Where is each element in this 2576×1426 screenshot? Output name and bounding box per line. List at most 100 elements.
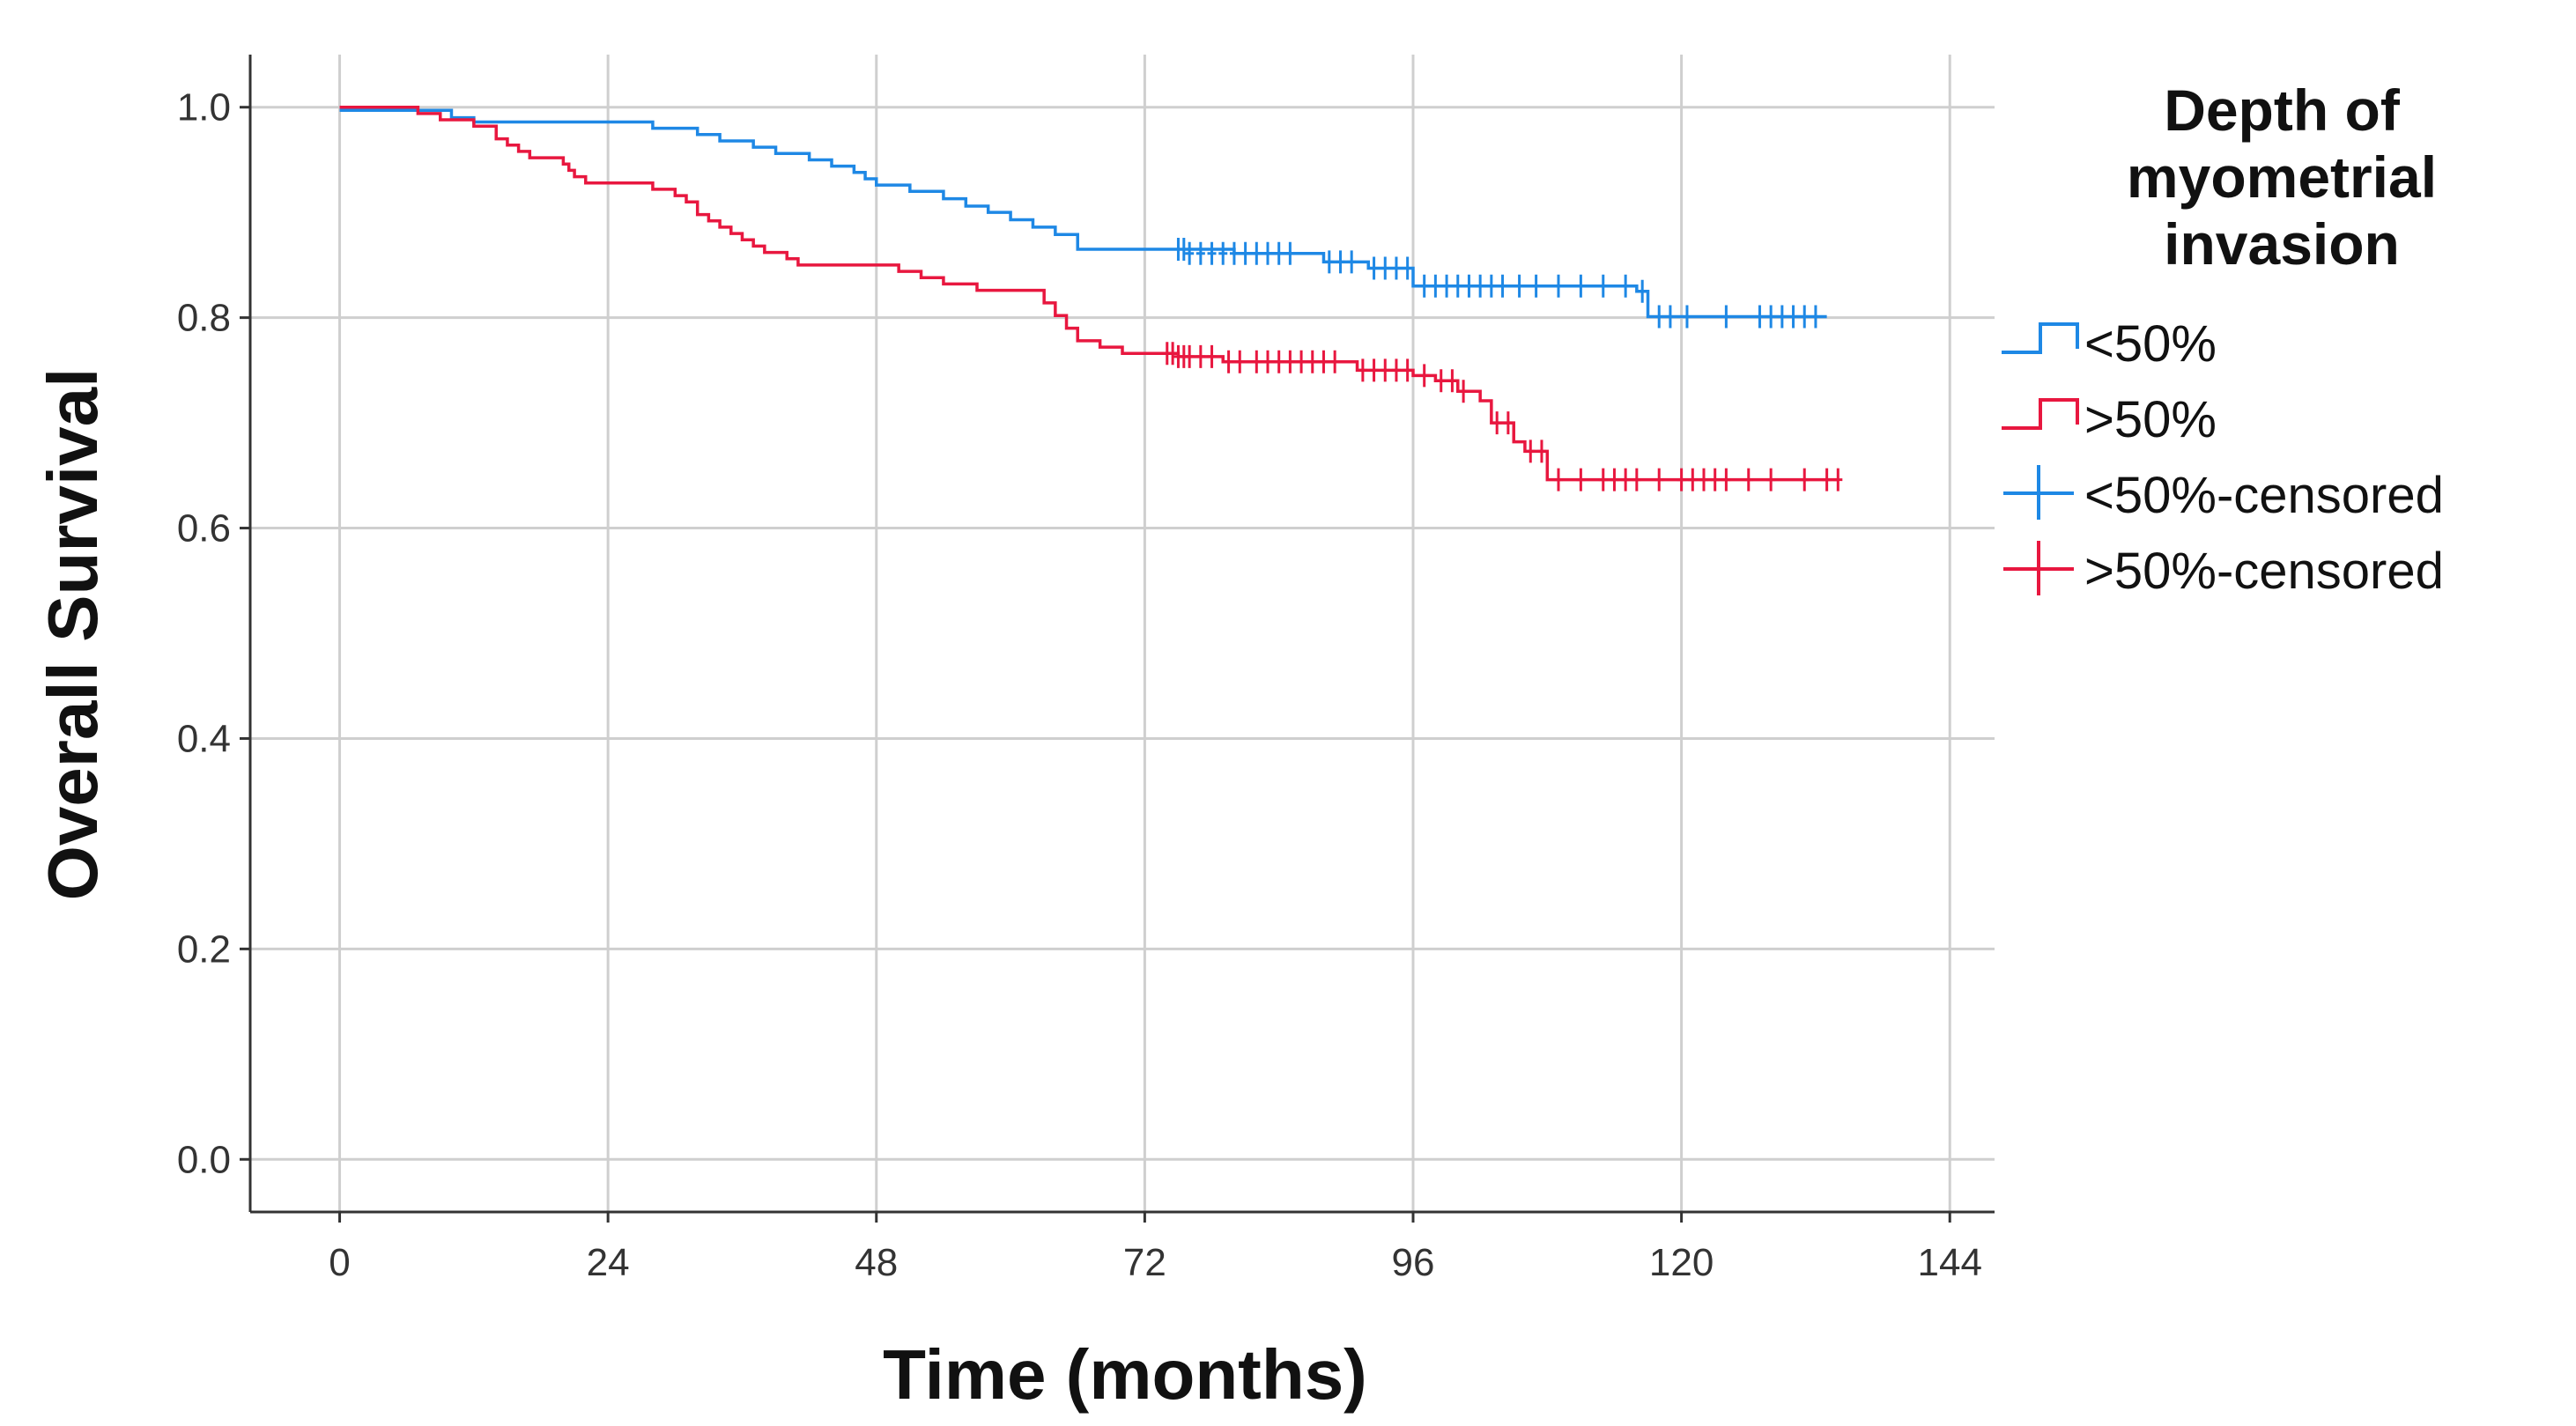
- censor-mark-s1-16: [1330, 350, 1340, 373]
- censor-mark-s1-5: [1195, 344, 1205, 368]
- censor-mark-s1-23: [1436, 369, 1446, 393]
- censor-mark-s1-18: [1369, 358, 1379, 382]
- censor-mark-s0-37: [1721, 305, 1731, 329]
- censor-mark-s0-23: [1464, 274, 1474, 298]
- censor-mark-s1-19: [1381, 358, 1390, 382]
- censor-mark-s1-40: [1710, 468, 1720, 491]
- censor-mark-s0-11: [1285, 241, 1295, 265]
- censor-mark-s0-25: [1486, 274, 1496, 298]
- censor-mark-s1-43: [1766, 468, 1776, 491]
- censor-mark-s0-6: [1229, 241, 1239, 265]
- censor-mark-s1-13: [1297, 350, 1307, 373]
- legend-swatch-2: [2003, 465, 2074, 520]
- censor-mark-s0-19: [1419, 274, 1429, 298]
- censor-mark-s1-12: [1285, 350, 1295, 373]
- censor-mark-s1-37: [1677, 468, 1686, 491]
- censor-mark-s1-42: [1743, 468, 1753, 491]
- legend-title-line-1: Depth of: [2164, 78, 2401, 143]
- censor-mark-s1-32: [1598, 468, 1608, 491]
- censor-mark-s0-42: [1800, 305, 1810, 329]
- censor-mark-s1-44: [1800, 468, 1810, 491]
- censor-mark-s1-27: [1503, 411, 1513, 435]
- censor-mark-s0-34: [1654, 305, 1664, 329]
- censor-mark-s0-1: [1179, 237, 1188, 261]
- censor-mark-s0-4: [1207, 241, 1217, 265]
- censor-mark-s0-29: [1554, 274, 1563, 298]
- censor-mark-s0-16: [1381, 256, 1390, 280]
- censor-mark-s0-10: [1274, 241, 1284, 265]
- censor-mark-s0-22: [1453, 274, 1462, 298]
- axes: [240, 55, 1995, 1223]
- censor-mark-s0-18: [1403, 256, 1412, 280]
- censor-mark-s0-3: [1195, 241, 1205, 265]
- censor-mark-s0-32: [1621, 274, 1631, 298]
- y-tick-label-1: 0.2: [177, 927, 231, 971]
- censor-mark-s1-14: [1307, 350, 1317, 373]
- censor-mark-s0-7: [1240, 241, 1250, 265]
- censor-mark-s1-24: [1447, 369, 1457, 393]
- censor-mark-s1-36: [1654, 468, 1664, 491]
- censor-mark-s1-8: [1235, 350, 1245, 373]
- censor-mark-s1-35: [1632, 468, 1641, 491]
- x-tick-label-1: 24: [587, 1241, 630, 1284]
- censor-mark-s1-30: [1554, 468, 1563, 491]
- censor-mark-s0-26: [1498, 274, 1507, 298]
- censor-mark-s0-33: [1638, 279, 1647, 303]
- censor-mark-s0-31: [1598, 274, 1608, 298]
- censor-mark-s1-4: [1185, 344, 1195, 368]
- censor-mark-s1-46: [1833, 468, 1843, 491]
- censor-mark-s1-45: [1822, 468, 1832, 491]
- legend-label-2: <50%-censored: [2084, 467, 2444, 524]
- censor-mark-s1-7: [1224, 350, 1233, 373]
- series-group: [339, 105, 1843, 491]
- censor-mark-s0-27: [1514, 274, 1524, 298]
- censor-mark-s1-20: [1391, 358, 1401, 382]
- censor-mark-s1-26: [1492, 411, 1502, 435]
- censor-mark-s0-40: [1777, 305, 1787, 329]
- censor-mark-s1-41: [1721, 468, 1731, 491]
- legend: Depth of myometrial invasion <50% >50% <50…: [2002, 78, 2444, 600]
- censor-mark-s1-21: [1403, 358, 1412, 382]
- censor-mark-s0-39: [1766, 305, 1776, 329]
- x-axis-title: Time (months): [883, 1335, 1367, 1414]
- censor-mark-s0-38: [1755, 305, 1765, 329]
- legend-swatch-0: [2002, 322, 2079, 354]
- censor-mark-s1-33: [1610, 468, 1619, 491]
- censor-mark-s0-9: [1263, 241, 1272, 265]
- censor-mark-s1-28: [1526, 440, 1536, 463]
- legend-title-line-3: invasion: [2164, 211, 2400, 277]
- x-tick-label-3: 72: [1123, 1241, 1166, 1284]
- legend-label-0: <50%: [2084, 315, 2217, 373]
- grid-lines: [250, 55, 1995, 1212]
- y-tick-label-0: 0.0: [177, 1138, 231, 1181]
- censor-mark-s0-12: [1324, 250, 1334, 274]
- series-line-1: [339, 105, 1839, 482]
- y-tick-label-4: 0.8: [177, 297, 231, 340]
- x-tick-label-4: 96: [1392, 1241, 1435, 1284]
- x-tick-labels: 0 24 48 72 96 120 144: [329, 1241, 1982, 1284]
- censor-mark-s1-29: [1536, 440, 1546, 463]
- censor-mark-s1-38: [1688, 468, 1698, 491]
- censor-mark-s1-11: [1274, 350, 1284, 373]
- x-tick-label-5: 120: [1649, 1241, 1714, 1284]
- legend-label-3: >50%-censored: [2084, 543, 2444, 600]
- censor-mark-s1-1: [1168, 342, 1178, 366]
- censor-mark-s0-30: [1576, 274, 1586, 298]
- censor-mark-s0-2: [1185, 241, 1195, 265]
- censor-mark-s1-9: [1252, 350, 1262, 373]
- legend-swatch-3: [2003, 541, 2074, 595]
- x-tick-label-0: 0: [329, 1241, 350, 1284]
- censor-mark-s0-21: [1442, 274, 1452, 298]
- legend-title-line-2: myometrial: [2127, 144, 2437, 210]
- censor-mark-s0-41: [1788, 305, 1798, 329]
- censor-mark-s0-14: [1347, 250, 1357, 274]
- censor-mark-s1-6: [1207, 344, 1217, 368]
- censor-mark-s0-8: [1252, 241, 1262, 265]
- y-tick-label-2: 0.4: [177, 717, 231, 760]
- censor-mark-s1-25: [1459, 380, 1469, 403]
- censor-mark-s1-39: [1699, 468, 1708, 491]
- censor-mark-s0-35: [1665, 305, 1675, 329]
- legend-label-1: >50%: [2084, 391, 2217, 448]
- censor-mark-s0-5: [1218, 241, 1228, 265]
- x-tick-label-2: 48: [855, 1241, 898, 1284]
